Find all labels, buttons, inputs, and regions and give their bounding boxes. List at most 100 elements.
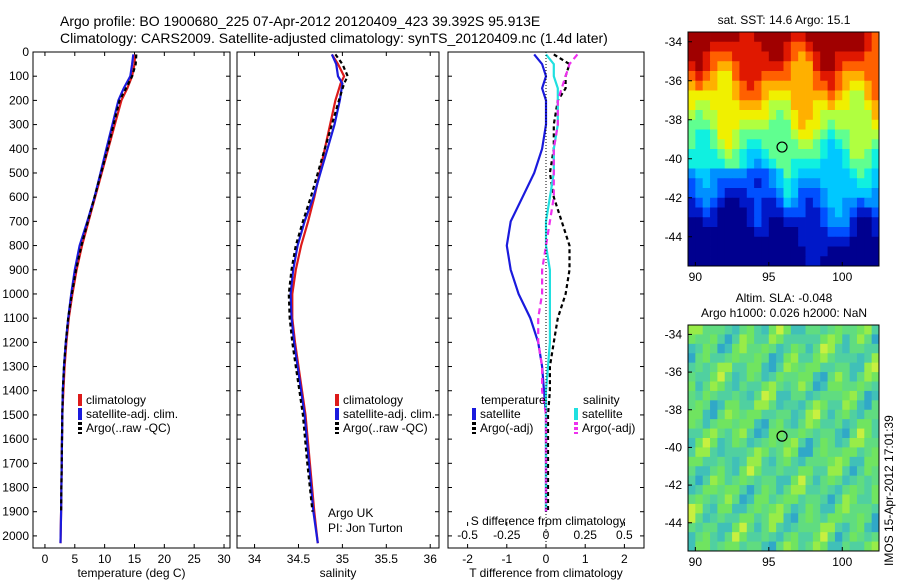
map-cell: [732, 256, 740, 267]
map-cell: [717, 129, 726, 140]
map-cell: [805, 149, 814, 160]
map-cell: [856, 158, 865, 169]
map-cell: [805, 227, 814, 238]
map-cell: [710, 513, 718, 524]
map-cell: [864, 246, 873, 257]
map-cell: [776, 325, 784, 335]
map-cell: [732, 80, 740, 91]
map-cell: [834, 419, 843, 429]
map-cell: [849, 90, 858, 101]
map-cell: [695, 353, 704, 364]
map-cell: [834, 51, 843, 62]
map-cell: [732, 236, 740, 247]
x-tick-label: 35.5: [375, 552, 399, 566]
map-cell: [798, 129, 806, 140]
map-cell: [768, 390, 777, 401]
map-cell: [783, 428, 792, 439]
map-cell: [695, 197, 704, 208]
map-cell: [724, 513, 733, 524]
map-cell: [688, 139, 696, 150]
series-line: [59, 54, 135, 544]
map-cell: [812, 522, 821, 533]
legend-label: Argo(-adj): [582, 421, 635, 435]
map-cell: [790, 353, 799, 364]
map-cell: [812, 447, 821, 458]
map-cell: [776, 381, 784, 392]
map-cell: [871, 522, 880, 533]
map-cell: [695, 447, 704, 458]
y-tick-label: 1700: [2, 456, 29, 470]
map-cell: [842, 100, 851, 111]
map-cell: [768, 485, 777, 495]
map-cell: [783, 168, 792, 179]
map-cell: [856, 236, 865, 247]
map-cell: [820, 227, 828, 238]
map-cell: [710, 61, 718, 72]
map-cell: [717, 381, 726, 392]
map-cell: [849, 466, 858, 477]
map-cell: [688, 149, 696, 160]
map-cell: [710, 541, 718, 552]
map-cell: [805, 178, 814, 189]
map-cell: [798, 51, 806, 62]
map-cell: [754, 100, 762, 111]
map-cell: [702, 419, 711, 429]
map-cell: [768, 343, 777, 354]
map-cell: [746, 246, 755, 257]
map-cell: [820, 90, 828, 101]
map-cell: [746, 428, 755, 439]
map-cell: [761, 41, 770, 52]
y-tick-label: -34: [665, 327, 683, 341]
map-cell: [776, 447, 784, 458]
map-cell: [871, 178, 880, 189]
map-cell: [834, 100, 843, 111]
map-cell: [695, 168, 704, 179]
map-cell: [702, 188, 711, 199]
map-cell: [695, 119, 704, 130]
map-cell: [871, 119, 880, 130]
map-cell: [812, 334, 821, 345]
map-cell: [761, 353, 770, 364]
map-cell: [812, 51, 821, 62]
map-cell: [768, 362, 777, 373]
map-cell: [695, 466, 704, 477]
map-cell: [790, 381, 799, 392]
map-cell: [798, 188, 806, 199]
annotation-text: PI: Jon Turton: [328, 521, 403, 535]
map-cell: [739, 494, 748, 505]
map-cell: [849, 139, 858, 150]
map-cell: [695, 503, 704, 514]
map-cell: [871, 32, 880, 43]
map-cell: [776, 409, 784, 420]
x-tick-label: 2: [621, 552, 628, 566]
map-cell: [695, 419, 704, 429]
x-tick-label: 36: [424, 552, 438, 566]
map-cell: [761, 32, 770, 43]
map-cell: [812, 372, 821, 382]
map-cell: [871, 71, 880, 82]
map-cell: [834, 90, 843, 101]
map-cell: [805, 513, 814, 524]
map-cell: [856, 334, 865, 345]
map-cell: [864, 236, 873, 247]
map-cell: [688, 32, 696, 43]
map-cell: [783, 227, 792, 238]
map-cell: [768, 227, 777, 238]
map-cell: [768, 236, 777, 247]
map-cell: [871, 541, 880, 552]
map-cell: [739, 513, 748, 524]
map-cell: [717, 494, 726, 505]
map-cell: [834, 381, 843, 392]
map-cell: [768, 381, 777, 392]
map-cell: [754, 400, 762, 411]
map-cell: [724, 100, 733, 111]
map-cell: [695, 236, 704, 247]
map-cell: [776, 119, 784, 130]
map-cell: [702, 217, 711, 228]
legend-label: satellite: [582, 407, 623, 421]
map-cell: [842, 71, 851, 82]
map-cell: [754, 513, 762, 524]
map-cell: [702, 178, 711, 189]
map-cell: [790, 178, 799, 189]
series-line: [544, 53, 559, 512]
